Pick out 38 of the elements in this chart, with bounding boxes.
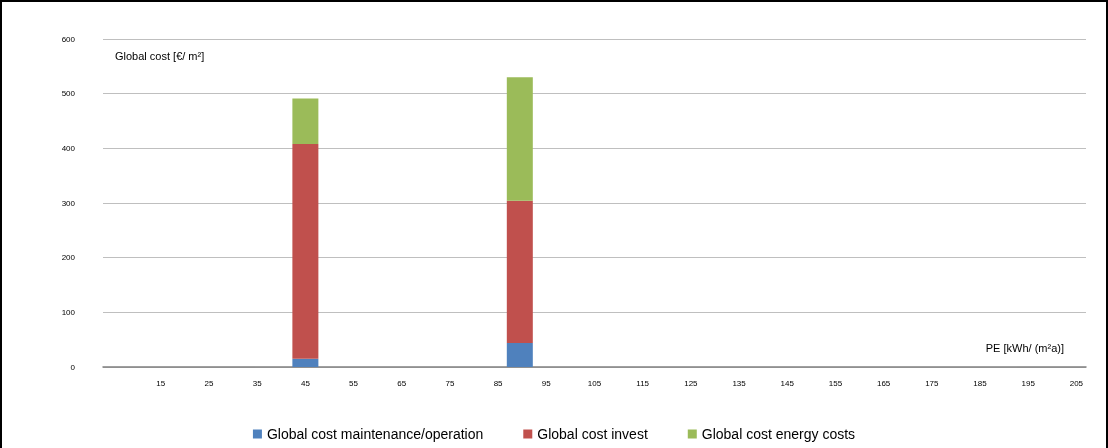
y-tick-label: 200 xyxy=(61,253,76,263)
x-tick-label: 195 xyxy=(1021,378,1036,388)
x-axis-title: PE [kWh/ (m²a)] xyxy=(985,341,1064,354)
y-tick-label: 600 xyxy=(61,34,76,44)
bar xyxy=(292,143,319,359)
y-axis-title: Global cost [€/ m²] xyxy=(115,49,205,62)
y-tick-label: 100 xyxy=(61,307,76,317)
bar xyxy=(506,77,533,201)
x-tick-label: 15 xyxy=(156,378,166,388)
y-tick-label: 0 xyxy=(70,362,76,372)
bar xyxy=(506,342,533,367)
x-tick-label: 205 xyxy=(1069,378,1084,388)
x-tick-label: 115 xyxy=(636,378,650,388)
bar xyxy=(292,98,319,144)
legend-label: Global cost invest xyxy=(537,426,648,442)
legend-label: Global cost energy costs xyxy=(701,426,856,442)
x-tick-label: 55 xyxy=(349,378,359,388)
x-tick-label: 35 xyxy=(252,378,263,388)
x-tick-label: 135 xyxy=(732,378,747,388)
x-tick-label: 85 xyxy=(493,378,504,388)
x-tick-label: 25 xyxy=(204,378,215,388)
y-tick-label: 300 xyxy=(61,198,76,208)
bar xyxy=(506,200,533,343)
x-tick-label: 75 xyxy=(445,378,455,388)
legend-label: Global cost maintenance/operation xyxy=(266,426,484,442)
y-tick-label: 500 xyxy=(61,89,76,99)
x-tick-label: 155 xyxy=(828,378,843,388)
x-tick-label: 125 xyxy=(684,378,699,388)
x-tick-label: 145 xyxy=(780,378,795,388)
x-tick-label: 175 xyxy=(925,378,940,388)
x-tick-label: 185 xyxy=(973,378,988,388)
x-tick-label: 65 xyxy=(397,378,407,388)
x-tick-label: 165 xyxy=(876,378,891,388)
x-tick-label: 105 xyxy=(587,378,602,388)
bar xyxy=(292,358,319,367)
x-tick-label: 45 xyxy=(300,378,311,388)
x-tick-label: 95 xyxy=(541,378,552,388)
y-tick-label: 400 xyxy=(61,143,76,153)
